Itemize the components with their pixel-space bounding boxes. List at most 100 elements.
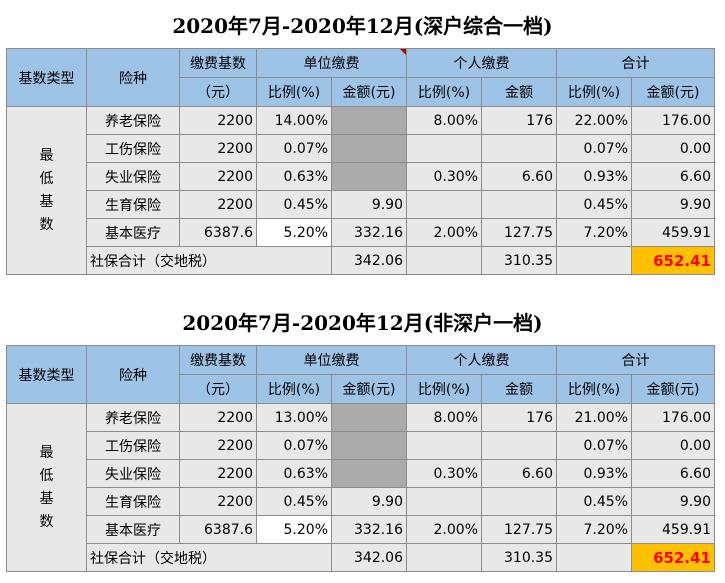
total-ratio-cell[interactable]: 7.20%: [556, 218, 632, 247]
personal-ratio-cell[interactable]: [406, 431, 482, 460]
base-cell[interactable]: 6387.6: [179, 515, 257, 544]
total-ratio-cell[interactable]: 21.00%: [556, 403, 632, 432]
header-unit-ratio[interactable]: 比例(%): [256, 77, 332, 107]
grand-total-cell[interactable]: 652.41: [631, 246, 715, 275]
insurance-name[interactable]: 工伤保险: [86, 431, 180, 460]
header-unit[interactable]: 单位缴费: [256, 48, 407, 78]
total-amount-cell[interactable]: 9.90: [631, 487, 715, 516]
summary-label[interactable]: 社保合计（交地税）: [86, 543, 332, 572]
header-base-line1[interactable]: 缴费基数: [179, 345, 257, 375]
insurance-name[interactable]: 基本医疗: [86, 515, 180, 544]
total-amount-cell[interactable]: 459.91: [631, 515, 715, 544]
unit-amount-cell[interactable]: [331, 403, 407, 432]
personal-amount-cell[interactable]: 6.60: [481, 162, 557, 191]
unit-ratio-cell[interactable]: 14.00%: [256, 106, 332, 135]
personal-amount-cell[interactable]: [481, 487, 557, 516]
insurance-name[interactable]: 工伤保险: [86, 134, 180, 163]
insurance-name[interactable]: 养老保险: [86, 403, 180, 432]
unit-amount-cell[interactable]: [331, 106, 407, 135]
total-amount-cell[interactable]: 176.00: [631, 403, 715, 432]
header-unit[interactable]: 单位缴费: [256, 345, 407, 375]
base-cell[interactable]: 2200: [179, 459, 257, 488]
total-ratio-cell[interactable]: 0.07%: [556, 431, 632, 460]
unit-amount-cell[interactable]: 332.16: [331, 515, 407, 544]
header-personal-ratio[interactable]: 比例(%): [406, 374, 482, 404]
header-total-ratio[interactable]: 比例(%): [556, 77, 632, 107]
total-ratio-cell[interactable]: 0.07%: [556, 134, 632, 163]
unit-ratio-cell[interactable]: 0.07%: [256, 134, 332, 163]
total-amount-cell[interactable]: 6.60: [631, 459, 715, 488]
category-cell[interactable]: 最 低 基 数: [6, 403, 87, 572]
personal-ratio-cell[interactable]: 2.00%: [406, 218, 482, 247]
unit-ratio-cell[interactable]: 5.20%: [256, 218, 332, 247]
base-cell[interactable]: 2200: [179, 431, 257, 460]
insurance-name[interactable]: 失业保险: [86, 162, 180, 191]
base-cell[interactable]: 2200: [179, 190, 257, 219]
total-ratio-cell[interactable]: 7.20%: [556, 515, 632, 544]
unit-ratio-cell[interactable]: 0.45%: [256, 190, 332, 219]
personal-amount-cell[interactable]: 127.75: [481, 218, 557, 247]
personal-amount-cell[interactable]: 127.75: [481, 515, 557, 544]
personal-amount-cell[interactable]: 176: [481, 403, 557, 432]
personal-amount-cell[interactable]: 176: [481, 106, 557, 135]
personal-ratio-cell[interactable]: [406, 134, 482, 163]
header-total-amount[interactable]: 金额(元): [631, 77, 715, 107]
header-base-type[interactable]: 基数类型: [6, 345, 87, 404]
total-amount-cell[interactable]: 0.00: [631, 431, 715, 460]
unit-ratio-cell[interactable]: 0.63%: [256, 459, 332, 488]
header-personal-amount[interactable]: 金额: [481, 374, 557, 404]
unit-amount-cell[interactable]: [331, 459, 407, 488]
unit-ratio-cell[interactable]: 5.20%: [256, 515, 332, 544]
header-personal-amount[interactable]: 金额: [481, 77, 557, 107]
summary-unit-amount[interactable]: 342.06: [331, 543, 407, 572]
personal-amount-cell[interactable]: [481, 431, 557, 460]
base-cell[interactable]: 2200: [179, 106, 257, 135]
unit-ratio-cell[interactable]: 0.45%: [256, 487, 332, 516]
personal-ratio-cell[interactable]: [406, 190, 482, 219]
header-base-type[interactable]: 基数类型: [6, 48, 87, 107]
summary-empty-cell[interactable]: [406, 246, 482, 275]
header-total[interactable]: 合计: [556, 345, 715, 375]
total-amount-cell[interactable]: 459.91: [631, 218, 715, 247]
personal-ratio-cell[interactable]: [406, 487, 482, 516]
personal-ratio-cell[interactable]: 2.00%: [406, 515, 482, 544]
category-cell[interactable]: 最 低 基 数: [6, 106, 87, 275]
header-unit-ratio[interactable]: 比例(%): [256, 374, 332, 404]
personal-amount-cell[interactable]: [481, 190, 557, 219]
unit-amount-cell[interactable]: [331, 431, 407, 460]
insurance-name[interactable]: 基本医疗: [86, 218, 180, 247]
header-base-line1[interactable]: 缴费基数: [179, 48, 257, 78]
header-personal-ratio[interactable]: 比例(%): [406, 77, 482, 107]
unit-ratio-cell[interactable]: 13.00%: [256, 403, 332, 432]
header-unit-amount[interactable]: 金额(元): [331, 77, 407, 107]
base-cell[interactable]: 6387.6: [179, 218, 257, 247]
grand-total-cell[interactable]: 652.41: [631, 543, 715, 572]
unit-ratio-cell[interactable]: 0.07%: [256, 431, 332, 460]
header-base-line2[interactable]: （元）: [179, 77, 257, 107]
summary-personal-amount[interactable]: 310.35: [481, 246, 557, 275]
unit-amount-cell[interactable]: 332.16: [331, 218, 407, 247]
summary-unit-amount[interactable]: 342.06: [331, 246, 407, 275]
insurance-name[interactable]: 养老保险: [86, 106, 180, 135]
base-cell[interactable]: 2200: [179, 134, 257, 163]
total-ratio-cell[interactable]: 0.93%: [556, 459, 632, 488]
total-ratio-cell[interactable]: 0.45%: [556, 487, 632, 516]
unit-amount-cell[interactable]: [331, 162, 407, 191]
header-base-line2[interactable]: （元）: [179, 374, 257, 404]
base-cell[interactable]: 2200: [179, 162, 257, 191]
total-ratio-cell[interactable]: 0.45%: [556, 190, 632, 219]
summary-empty-cell[interactable]: [556, 246, 632, 275]
total-amount-cell[interactable]: 176.00: [631, 106, 715, 135]
summary-personal-amount[interactable]: 310.35: [481, 543, 557, 572]
header-unit-amount[interactable]: 金额(元): [331, 374, 407, 404]
header-personal[interactable]: 个人缴费: [406, 345, 557, 375]
unit-amount-cell[interactable]: 9.90: [331, 190, 407, 219]
insurance-name[interactable]: 失业保险: [86, 459, 180, 488]
header-total[interactable]: 合计: [556, 48, 715, 78]
header-total-amount[interactable]: 金额(元): [631, 374, 715, 404]
base-cell[interactable]: 2200: [179, 403, 257, 432]
personal-ratio-cell[interactable]: 8.00%: [406, 403, 482, 432]
personal-ratio-cell[interactable]: 8.00%: [406, 106, 482, 135]
unit-amount-cell[interactable]: [331, 134, 407, 163]
personal-amount-cell[interactable]: [481, 134, 557, 163]
